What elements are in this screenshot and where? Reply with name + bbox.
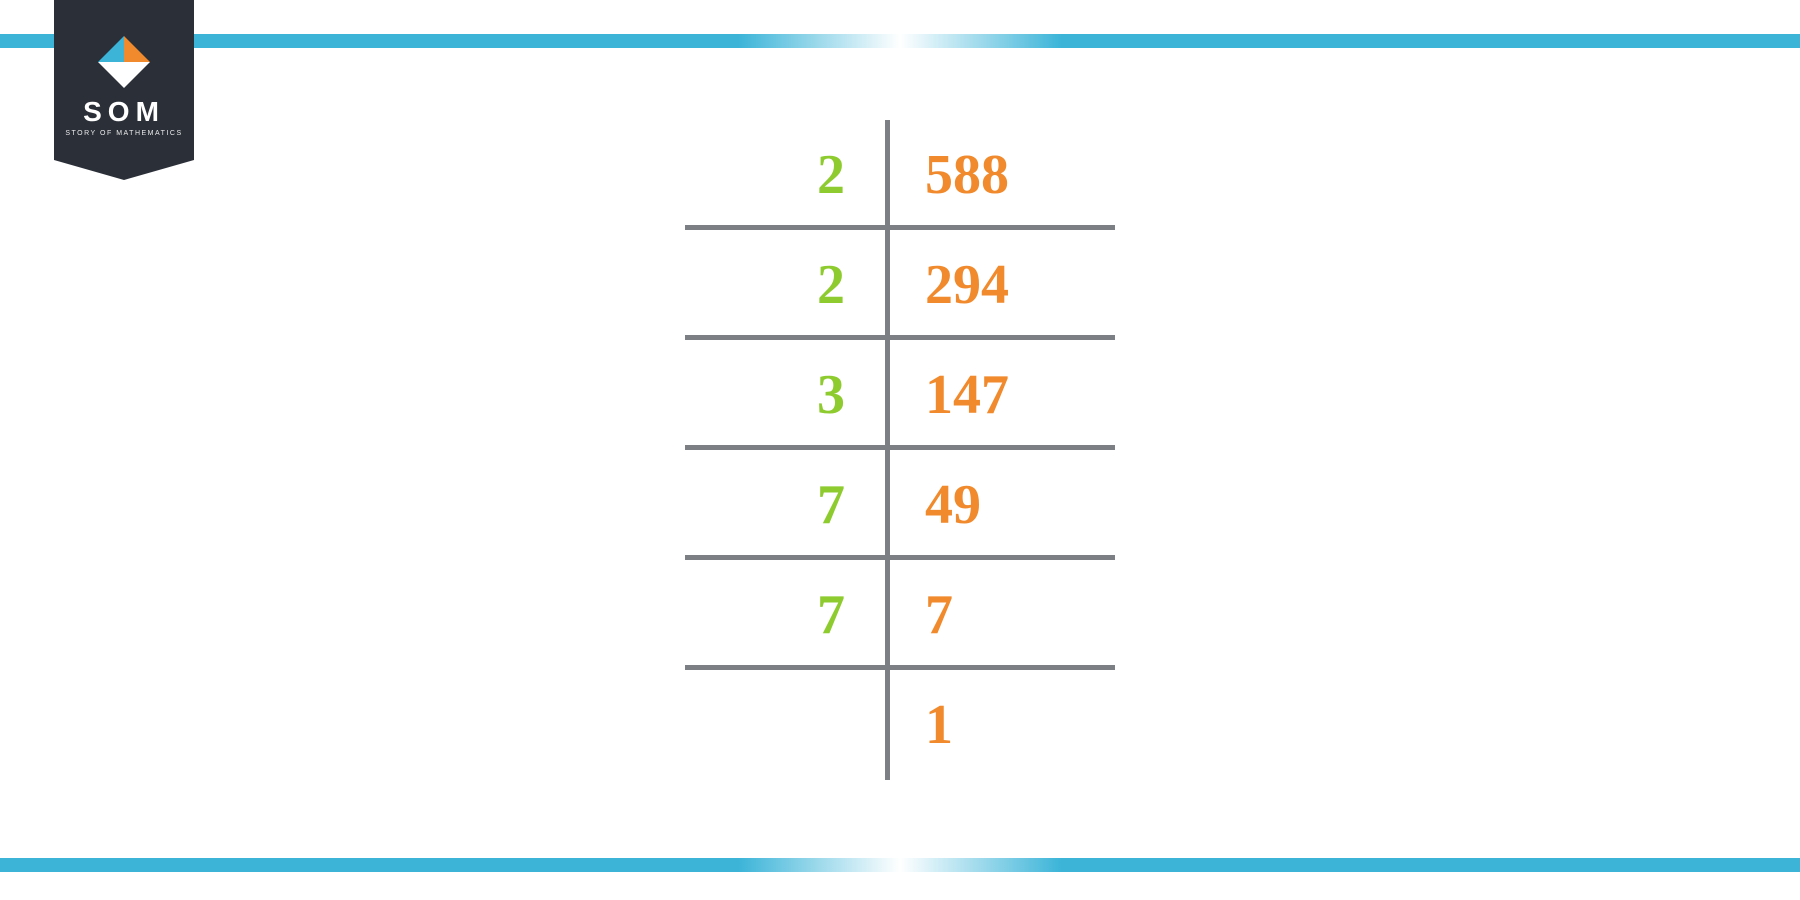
vertical-divider (885, 340, 890, 450)
factorization-ladder: 258822943147749771 (685, 120, 1115, 780)
logo-abbr: SOM (83, 98, 165, 126)
quotient-value: 147 (885, 363, 1115, 427)
ladder-row: 749 (685, 450, 1115, 560)
ladder-row: 2588 (685, 120, 1115, 230)
top-accent-bar (0, 34, 1800, 48)
bottom-accent-left (0, 858, 900, 872)
ladder-row: 3147 (685, 340, 1115, 450)
divisor-value: 3 (685, 363, 885, 427)
divisor-value: 7 (685, 583, 885, 647)
quotient-value: 588 (885, 143, 1115, 207)
logo-mark-icon (98, 36, 150, 88)
bottom-accent-bar (0, 858, 1800, 872)
vertical-divider (885, 670, 890, 780)
top-accent-right (900, 34, 1800, 48)
divisor-value: 7 (685, 473, 885, 537)
vertical-divider (885, 120, 890, 230)
quotient-value: 49 (885, 473, 1115, 537)
vertical-divider (885, 230, 890, 340)
quotient-value: 294 (885, 253, 1115, 317)
logo-tagline: STORY OF MATHEMATICS (65, 130, 182, 137)
vertical-divider (885, 560, 890, 670)
divisor-value: 2 (685, 143, 885, 207)
ladder-row: 1 (685, 670, 1115, 780)
vertical-divider (885, 450, 890, 560)
bottom-accent-right (900, 858, 1800, 872)
logo-badge: SOM STORY OF MATHEMATICS (54, 0, 194, 160)
quotient-value: 1 (885, 693, 1115, 757)
quotient-value: 7 (885, 583, 1115, 647)
ladder-row: 2294 (685, 230, 1115, 340)
divisor-value: 2 (685, 253, 885, 317)
ladder-row: 77 (685, 560, 1115, 670)
